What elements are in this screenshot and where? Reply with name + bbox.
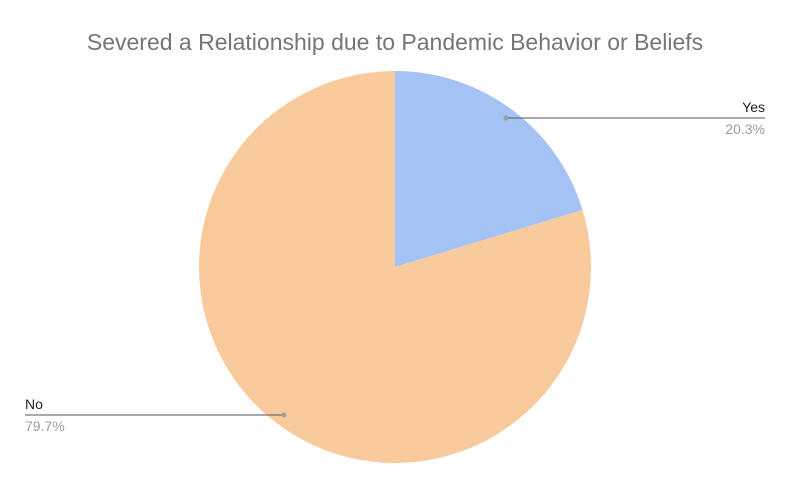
pie-slices bbox=[199, 71, 592, 463]
callout-dot-yes bbox=[503, 115, 509, 121]
slice-value-label-no: 79.7% bbox=[25, 418, 65, 434]
pie-slice-yes bbox=[395, 71, 583, 267]
chart-title: Severed a Relationship due to Pandemic B… bbox=[87, 29, 703, 55]
slice-label-no: No bbox=[25, 396, 43, 412]
callout-dot-no bbox=[281, 412, 287, 418]
pie-slice-no bbox=[199, 71, 592, 463]
slice-value-label-yes: 20.3% bbox=[725, 121, 765, 137]
slice-label-yes: Yes bbox=[742, 99, 765, 115]
slice-callouts: Yes 20.3% No 79.7% bbox=[25, 99, 765, 434]
